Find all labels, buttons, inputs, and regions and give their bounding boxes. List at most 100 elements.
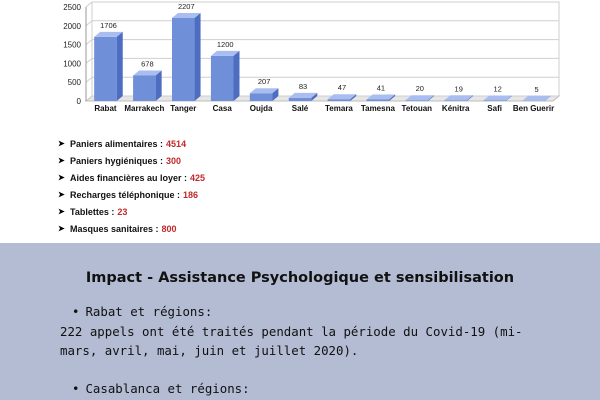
- y-tick-label: 2500: [63, 3, 81, 12]
- x-tick-label: Temara: [325, 104, 353, 113]
- bar: [210, 55, 234, 101]
- kpi-value: 800: [161, 223, 177, 234]
- y-tick-label: 2000: [63, 22, 81, 31]
- kpi-item: ➤ Paniers alimentaires : 4514: [58, 135, 205, 152]
- data-label: 2207: [178, 2, 195, 11]
- kpi-label: Aides financières au loyer :: [70, 172, 188, 183]
- data-label: 20: [416, 84, 424, 93]
- kpi-value: 4514: [166, 138, 187, 149]
- x-tick-label: Salé: [292, 104, 309, 113]
- bar: [172, 18, 195, 101]
- x-tick-label: Tetouan: [402, 104, 433, 113]
- grid-diagonal: [85, 20, 93, 27]
- kpi-value: 23: [117, 206, 128, 217]
- bar-side: [389, 94, 396, 101]
- bar-side: [428, 95, 435, 101]
- bar-top: [522, 95, 551, 101]
- data-label: 83: [299, 82, 307, 91]
- bar: [366, 99, 390, 101]
- data-label: 47: [338, 83, 346, 92]
- bar-side: [544, 95, 551, 101]
- kpi-value: 186: [183, 189, 199, 200]
- grid-diagonal: [85, 39, 93, 45]
- arrow-bullet-icon: ➤: [58, 190, 65, 199]
- region-heading-rabat: • Rabat et régions:: [72, 304, 212, 319]
- bar-top: [288, 92, 318, 98]
- grid-diagonal: [85, 58, 93, 64]
- data-label: 678: [141, 60, 154, 69]
- bar-top: [405, 95, 435, 101]
- y-tick-label: 500: [68, 78, 82, 87]
- kpi-label: Paniers alimentaires :: [70, 138, 164, 149]
- bar-side: [194, 13, 201, 101]
- kpi-item: ➤ Aides financières au loyer : 425: [58, 169, 205, 186]
- paragraph-line: mars, avril, mai, juin et juillet 2020).: [60, 343, 359, 358]
- region-label: Rabat et régions:: [85, 304, 213, 319]
- impact-panel: Impact - Assistance Psychologique et sen…: [0, 243, 600, 400]
- bar: [405, 100, 429, 101]
- kpi-item: ➤ Recharges téléphonique : 186: [58, 186, 205, 203]
- kpi-item: ➤ Paniers hygiéniques : 300: [58, 152, 205, 169]
- bar-top: [327, 94, 357, 100]
- data-label: 19: [455, 84, 463, 93]
- kpi-value: 425: [190, 172, 206, 183]
- bar-side: [116, 31, 123, 101]
- bar-side: [350, 94, 357, 101]
- x-tick-label: Kénitra: [442, 104, 470, 113]
- region-heading-casablanca: • Casablanca et régions:: [72, 381, 250, 396]
- data-label: 41: [377, 83, 385, 92]
- impact-paragraph: 222 appels ont été traités pendant la pé…: [60, 322, 560, 360]
- bar-side: [233, 50, 240, 101]
- bar-top: [94, 31, 123, 37]
- kpi-label: Recharges téléphonique :: [70, 189, 181, 200]
- x-tick-label: Casa: [213, 104, 233, 113]
- bar: [94, 36, 117, 101]
- grid-diagonal: [85, 1, 93, 8]
- bar-top: [133, 70, 162, 76]
- kpi-label: Paniers hygiéniques :: [70, 155, 164, 166]
- bar-top: [172, 13, 201, 19]
- data-label: 1706: [100, 21, 117, 30]
- data-label: 12: [493, 85, 501, 94]
- data-label: 1200: [217, 40, 234, 49]
- bar-side: [505, 95, 512, 101]
- grid-diagonal: [85, 95, 93, 102]
- bar: [327, 99, 351, 101]
- bar-top: [249, 88, 279, 94]
- bar-top: [210, 50, 240, 56]
- bullet-dot-icon: •: [72, 381, 80, 396]
- bar-chart: 0 500 1000 1500 2000 2500 1706 Rabat 678 Marrakec…: [63, 1, 561, 113]
- x-tick-label: Tamesna: [361, 104, 396, 113]
- data-label: 207: [258, 77, 271, 86]
- arrow-bullet-icon: ➤: [58, 139, 65, 148]
- arrow-bullet-icon: ➤: [58, 173, 65, 182]
- kpi-list: ➤ Paniers alimentaires : 4514 ➤ Paniers hy…: [58, 135, 205, 237]
- bar: [133, 75, 156, 101]
- grid-diagonal: [85, 76, 93, 83]
- paragraph-line: 222 appels ont été traités pendant la pé…: [60, 324, 523, 339]
- bar-side: [272, 88, 279, 101]
- x-tick-label: Oujda: [250, 104, 273, 113]
- bar-side: [311, 92, 318, 101]
- bar-top: [483, 95, 512, 101]
- y-tick-label: 0: [77, 97, 82, 106]
- y-tick-label: 1000: [63, 59, 81, 68]
- arrow-bullet-icon: ➤: [58, 224, 65, 233]
- region-label: Casablanca et régions:: [85, 381, 250, 396]
- kpi-value: 300: [166, 155, 182, 166]
- x-tick-label: Ben Guerir: [513, 104, 554, 113]
- data-label: 5: [534, 85, 538, 94]
- kpi-item: ➤ Masques sanitaires : 800: [58, 220, 205, 237]
- arrow-bullet-icon: ➤: [58, 156, 65, 165]
- x-tick-label: Marrakech: [124, 104, 164, 113]
- chart-back-wall: [91, 1, 560, 97]
- bar-top: [444, 95, 473, 101]
- bar-side: [155, 70, 162, 101]
- bar-side: [466, 95, 473, 101]
- kpi-item: ➤ Tablettes : 23: [58, 203, 205, 220]
- x-tick-label: Rabat: [94, 104, 117, 113]
- kpi-label: Masques sanitaires :: [70, 223, 159, 234]
- arrow-bullet-icon: ➤: [58, 207, 65, 216]
- x-tick-label: Tanger: [170, 104, 196, 113]
- impact-title: Impact - Assistance Psychologique et sen…: [85, 270, 515, 286]
